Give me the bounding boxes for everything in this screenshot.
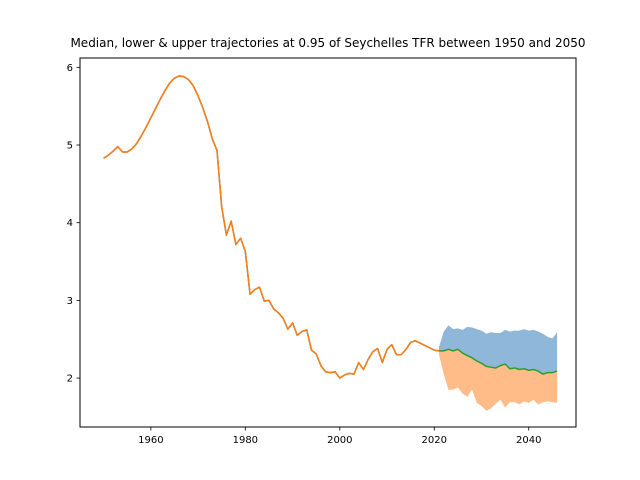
y-tick-label: 2 <box>67 374 73 385</box>
y-tick-label: 6 <box>67 63 73 74</box>
plot-frame <box>79 57 577 428</box>
median-line <box>439 348 558 375</box>
y-tick-label: 3 <box>67 296 73 307</box>
lower-band <box>439 349 558 411</box>
chart-title: Median, lower & upper trajectories at 0.… <box>70 36 585 50</box>
upper-band <box>439 325 558 375</box>
historical-line-b <box>103 75 440 379</box>
x-tick-label: 1960 <box>138 435 163 446</box>
y-tick-label: 5 <box>67 141 73 152</box>
historical-line-a <box>103 75 440 379</box>
plot-area <box>103 75 558 411</box>
y-axis: 2 3 4 5 6 <box>67 63 80 385</box>
x-axis: 1960 1980 2000 2020 2040 <box>138 427 541 446</box>
x-tick-label: 2040 <box>516 435 541 446</box>
x-tick-label: 2000 <box>327 435 352 446</box>
x-tick-label: 2020 <box>422 435 447 446</box>
x-tick-label: 1980 <box>233 435 258 446</box>
y-tick-label: 4 <box>67 218 73 229</box>
